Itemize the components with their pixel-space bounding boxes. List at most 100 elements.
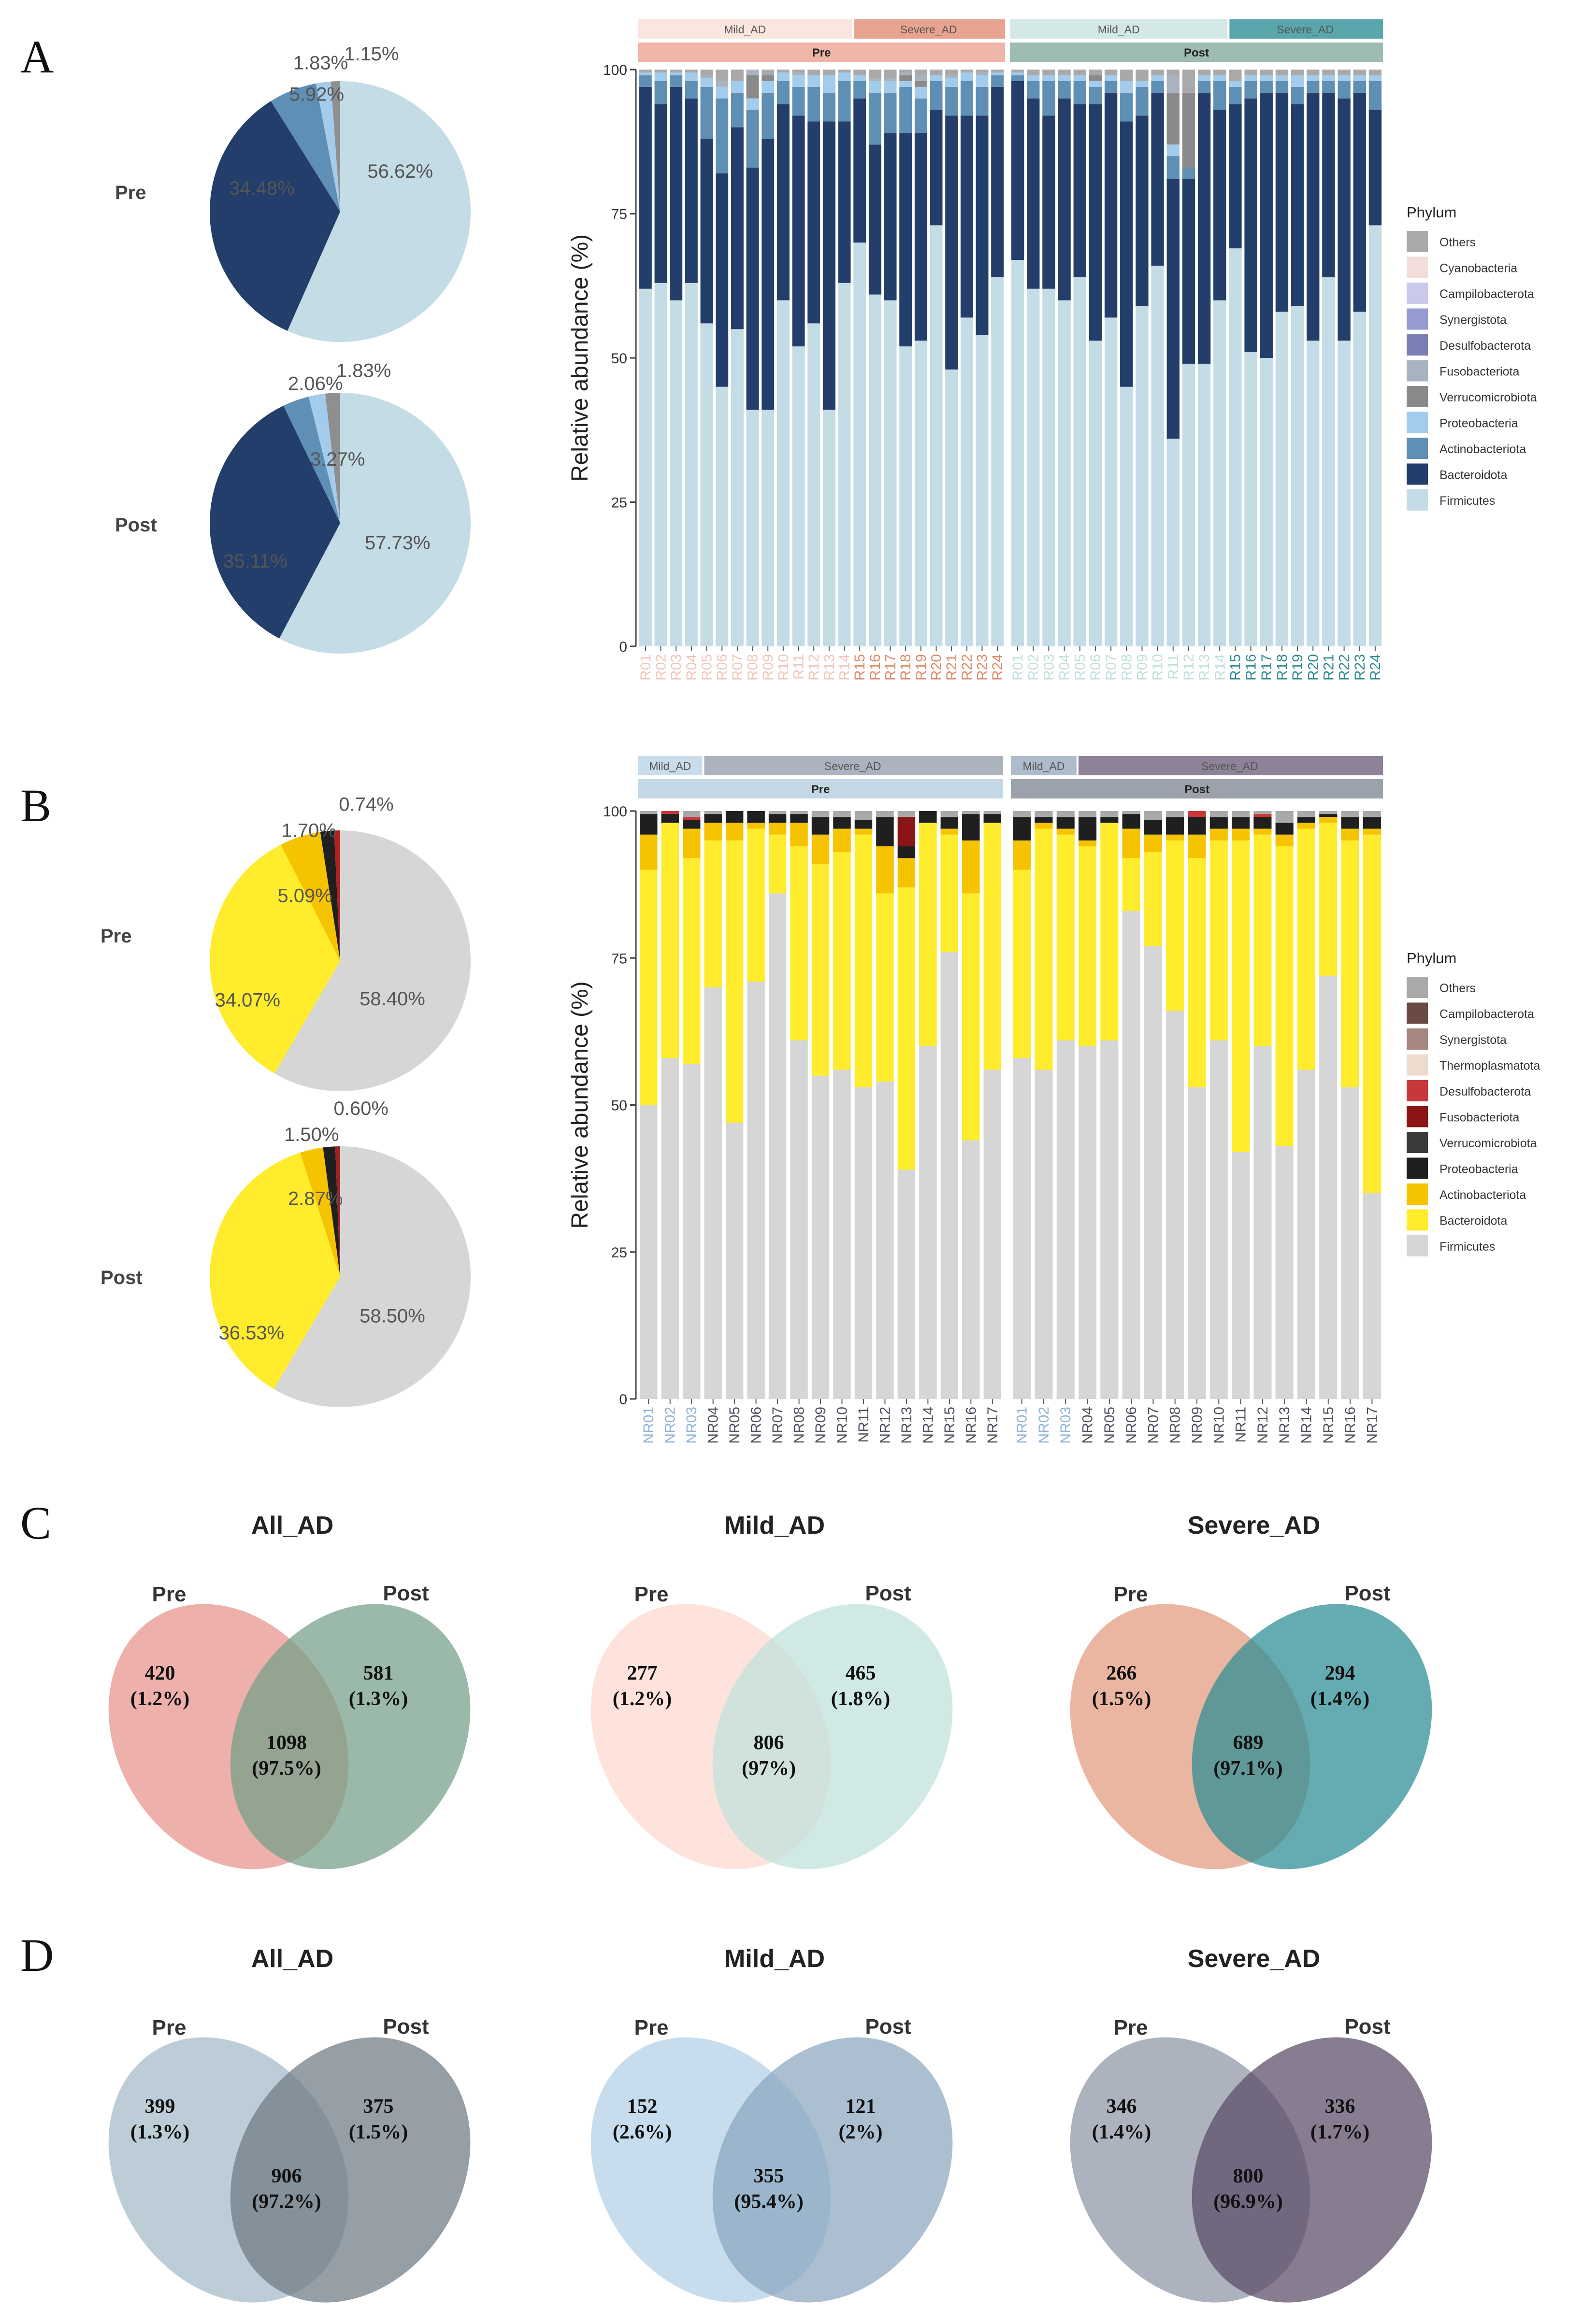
bar-segment-bacteroidota [1100, 823, 1119, 1041]
pie-b-pre-title: Pre [101, 926, 132, 947]
bar-segment-bacteroidota [811, 864, 830, 1076]
strip-pre-label: Pre [811, 783, 830, 796]
bar-segment-proteobacteria [807, 75, 820, 87]
bar-segment-firmicutes [1275, 312, 1289, 646]
bar-segment-firmicutes [1042, 288, 1055, 646]
x-tick-label: R08 [745, 654, 761, 681]
strip-mild-label: Mild_AD [1098, 23, 1140, 36]
bar-segment-bacteroidota [1073, 104, 1086, 277]
bar-segment-proteobacteria [945, 78, 958, 87]
bar-segment-firmicutes [991, 277, 1004, 646]
venn-post-ellipse [712, 2037, 953, 2303]
venn-diagram-all_ad: All_AD Pre Post 420 (1.2%) 581 (1.3%) 1098 (97.5… [108, 1511, 471, 1869]
bar-segment-proteobacteria [1260, 75, 1273, 81]
legend-swatch [1407, 386, 1428, 407]
stacked-bar-chart-b: Relative abundance (%) 0 25 50 75 100 NR01 NR02… [567, 756, 1540, 1444]
bar-segment-others [1275, 811, 1294, 823]
x-tick-label: NR09 [813, 1407, 829, 1444]
legend-label: Campilobacterota [1439, 287, 1534, 301]
x-tick-label: NR13 [1277, 1407, 1293, 1444]
x-tick-label: R04 [684, 654, 700, 681]
venn-shared-pct: (97.2%) [252, 2191, 321, 2213]
x-tick-label: R20 [1305, 654, 1321, 681]
bar-segment-bacteroidota [822, 121, 835, 410]
venn-post-count: 581 [363, 1662, 394, 1684]
x-tick-label: NR12 [877, 1407, 893, 1444]
x-tick-label: R03 [1041, 654, 1057, 681]
bar-segment-firmicutes [1363, 1193, 1381, 1399]
bar-segment-firmicutes [1260, 358, 1273, 646]
x-tick-label: R22 [959, 654, 975, 681]
bar-segment-firmicutes [884, 300, 897, 646]
bar-segment-firmicutes [1319, 975, 1338, 1399]
bar-segment-firmicutes [654, 283, 667, 646]
y-tick-label: 0 [619, 639, 627, 655]
strip-mild-pre [638, 19, 852, 39]
bar-segment-others [897, 811, 916, 817]
bar-segment-proteobacteria [1035, 817, 1053, 823]
pie-chart-b-post: 58.50% 36.53% 2.87% 1.50% 0.60% [209, 1098, 471, 1407]
bar-segment-proteobacteria [1089, 81, 1102, 87]
pie-slice-bacteroidota [210, 405, 340, 639]
bar-segment-actinobacteriota [725, 823, 744, 841]
y-tick-label: 50 [611, 1098, 627, 1114]
bar-segment-bacteroidota [1013, 870, 1031, 1058]
bar-segment-firmicutes [854, 1087, 873, 1399]
pie-a-post-title: Post [115, 514, 157, 536]
bar-segment-firmicutes [1078, 1046, 1097, 1399]
bar-segment-others [1136, 70, 1149, 81]
bar-segment-proteobacteria [1100, 817, 1119, 823]
pie-b-post-title: Post [101, 1267, 143, 1288]
bar-segment-bacteroidota [1291, 104, 1304, 306]
strip-post-label: Post [1184, 783, 1209, 796]
bar-segment-firmicutes [876, 1081, 894, 1399]
bar-segment-proteobacteria [899, 81, 912, 87]
bar-segment-actinobacteriota [1275, 81, 1289, 93]
venn-shared-count: 355 [754, 2165, 784, 2187]
legend-title: Phylum [1407, 204, 1456, 221]
venn-pre-pct: (1.3%) [130, 2121, 189, 2143]
x-tick-label: NR14 [1298, 1407, 1314, 1444]
venn-post-label: Post [865, 1582, 911, 1605]
venn-diagram-mild_ad: Mild_AD Pre Post 277 (1.2%) 465 (1.8%) 806 (97%) [590, 1511, 953, 1869]
strip-mild-label: Mild_AD [1022, 760, 1065, 772]
bar-segment-others [1322, 70, 1335, 75]
x-tick-label: R14 [1212, 654, 1228, 681]
bar-segment-firmicutes [1197, 363, 1211, 646]
bar-segment-bacteroidota [747, 828, 765, 982]
bar-segment-actinobacteriota [731, 92, 744, 128]
bar-segment-firmicutes [1166, 1011, 1184, 1399]
x-tick-label: R21 [944, 654, 960, 681]
venn-pre-pct: (1.4%) [1092, 2121, 1151, 2143]
legend-label: Verrucomicrobiota [1439, 391, 1537, 404]
bar-segment-proteobacteria [1253, 817, 1272, 829]
x-tick-label: NR11 [856, 1407, 872, 1442]
bar-segment-bacteroidota [1353, 92, 1366, 312]
bar-segment-proteobacteria [747, 811, 765, 823]
legend-label: Synergistota [1439, 314, 1507, 327]
bar-segment-firmicutes [1011, 260, 1024, 646]
x-tick-label: NR01 [641, 1407, 657, 1444]
bar-segment-bacteroidota [654, 104, 667, 283]
bar-segment-actinobacteriota [1275, 834, 1294, 847]
legend-swatch [1407, 1054, 1428, 1076]
pie-label: 2.06% [288, 373, 343, 395]
pie-slice-firmicutes [279, 393, 471, 654]
x-tick-label: R06 [1088, 654, 1104, 681]
bar-segment-actinobacteriota [960, 81, 973, 116]
bar-segment-actinobacteriota [762, 92, 775, 139]
venn-post-count: 465 [846, 1662, 876, 1684]
bar-segment-bacteroidota [1182, 179, 1195, 364]
venn-pre-label: Pre [152, 1583, 187, 1606]
bar-segment-proteobacteria [685, 72, 698, 81]
bar-segment-bacteroidota [777, 104, 790, 300]
bar-segment-proteobacteria [983, 814, 1001, 823]
x-tick-label: R06 [714, 654, 730, 681]
venn-post-label: Post [383, 2015, 429, 2039]
bar-segment-actinobacteriota [991, 75, 1004, 87]
bar-segment-proteobacteria [897, 846, 916, 858]
venn-shared-count: 800 [1233, 2165, 1264, 2187]
pie-label: 35.11% [223, 551, 288, 572]
bar-segment-others [762, 70, 775, 75]
pie-slice-bacteroidota [210, 101, 340, 331]
